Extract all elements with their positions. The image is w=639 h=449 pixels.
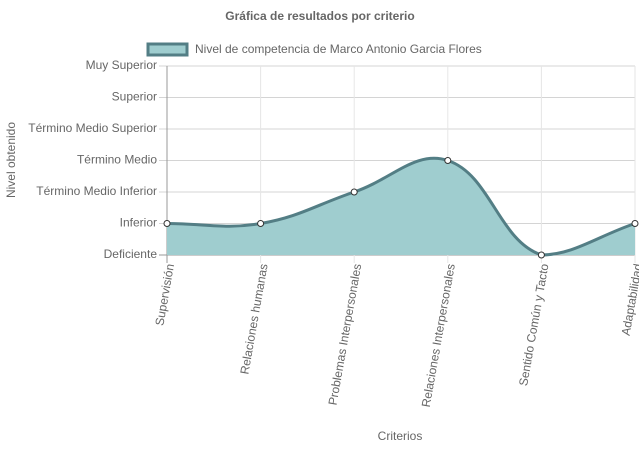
point (163, 220, 171, 227)
area (167, 158, 635, 255)
x-axis-label: Criterios (378, 429, 423, 443)
point (444, 157, 452, 164)
x-tick-label: Supervisión (152, 263, 177, 327)
point (350, 188, 358, 196)
point (257, 220, 265, 227)
y-tick-label: Superior (112, 90, 157, 104)
x-tick-label: Relaciones Interpersonales (419, 263, 458, 409)
y-tick-label: Término Medio Inferior (36, 184, 157, 198)
point (537, 251, 545, 259)
y-tick-label: Muy Superior (86, 58, 157, 72)
chart-title: Gráfica de resultados por criterio (225, 9, 414, 23)
y-tick-label: Término Medio Superior (28, 121, 157, 135)
y-tick-label: Deficiente (104, 247, 158, 261)
legend-swatch (146, 42, 189, 57)
x-tick-label: Adaptabilidad (619, 263, 639, 337)
point (631, 220, 639, 227)
legend-label: Nivel de competencia de Marco Antonio Ga… (195, 42, 482, 56)
x-tick-label: Sentido Común y Tacto (516, 262, 551, 387)
y-tick-label: Inferior (120, 216, 157, 230)
x-tick-label: Relaciones humanas (237, 263, 270, 376)
x-tick-label: Problemas Interpersonales (326, 263, 365, 407)
y-axis-label: Nivel obtenido (4, 122, 18, 198)
y-tick-label: Término Medio (77, 153, 157, 167)
